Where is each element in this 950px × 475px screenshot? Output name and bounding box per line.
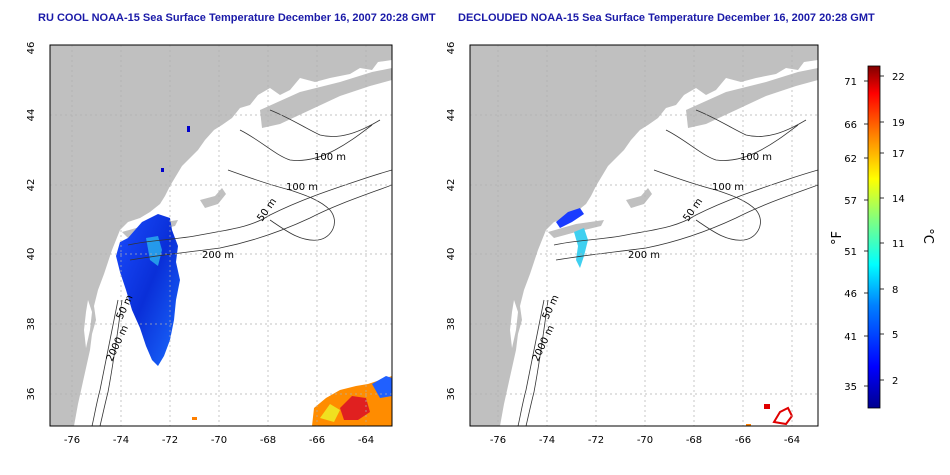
celsius-tick: 5 [892,330,898,341]
celsius-tick: 19 [892,118,905,129]
celsius-tick: 8 [892,285,898,296]
left-panel-title: RU COOL NOAA-15 Sea Surface Temperature … [38,12,436,24]
celsius-tick: 22 [892,72,905,83]
y-axis: 36 38 40 42 44 46 [26,42,37,401]
x-tick-label: -76 [64,435,80,446]
left-map-panel: 100 m 100 m 50 m 200 m 50 m 2000 m -76 -… [26,42,393,446]
x-axis: -76 -74 -72 -70 -68 -66 -64 [490,435,800,446]
sst-speck [161,168,164,172]
sst-red-patch [340,396,370,420]
cape-cod [200,188,226,208]
contour-label-100m: 100 m [286,182,318,193]
sst-cyan-patch [146,236,162,266]
sst-warm-blob [772,406,794,426]
colorbar-ticks [864,75,884,387]
map-frame [469,44,819,427]
colorbar-gradient [867,65,881,409]
x-tick-label: -74 [539,435,555,446]
sst-speck [764,404,770,409]
fahrenheit-tick: 51 [844,247,857,258]
y-tick-label: 36 [26,388,37,401]
fahrenheit-tick: 66 [844,120,857,131]
land-mass [50,45,392,426]
sst-speck [746,424,751,426]
y-axis: 36 38 40 42 44 46 [446,42,457,401]
x-tick-label: -74 [113,435,129,446]
contour-label-200m: 200 m [628,250,660,261]
chesapeake-bay [84,300,92,348]
fahrenheit-tick: 62 [844,154,857,165]
x-tick-label: -64 [358,435,374,446]
sst-cyan-strip [574,228,588,268]
x-tick-label: -66 [735,435,751,446]
y-tick-label: 38 [446,318,457,331]
map-frame [49,44,393,427]
fahrenheit-tick: 46 [844,289,857,300]
celsius-tick: 17 [892,149,905,160]
y-tick-label: 40 [26,248,37,261]
x-tick-label: -70 [637,435,653,446]
cape-cod [626,188,652,208]
x-tick-label: -64 [784,435,800,446]
sst-speck [192,417,197,420]
x-tick-label: -76 [490,435,506,446]
y-tick-label: 44 [26,109,37,122]
y-tick-label: 36 [446,388,457,401]
bathymetry-contours [91,109,392,426]
long-island [548,220,604,238]
celsius-tick: 2 [892,376,898,387]
right-map-panel: 100 m 100 m 50 m 200 m 50 m 2000 m -76 -… [446,42,819,446]
bathymetry-contours [517,109,818,426]
x-tick-label: -72 [588,435,604,446]
sst-speck [187,126,190,132]
nova-scotia [686,68,818,128]
colorbar: 71 66 62 57 51 46 41 35 22 19 17 14 11 8… [830,65,935,409]
y-tick-label: 44 [446,109,457,122]
land-mass [470,45,818,426]
y-tick-label: 46 [446,42,457,55]
celsius-tick: 14 [892,194,905,205]
x-tick-label: -68 [686,435,702,446]
y-tick-label: 46 [26,42,37,55]
sst-blue-strip [556,208,584,228]
fahrenheit-tick: 41 [844,332,857,343]
y-tick-label: 42 [26,179,37,192]
fahrenheit-tick: 35 [844,382,857,393]
fahrenheit-tick: 71 [844,77,857,88]
y-tick-label: 40 [446,248,457,261]
x-tick-label: -70 [211,435,227,446]
x-tick-label: -66 [309,435,325,446]
nova-scotia [260,68,392,128]
contour-label-100m: 100 m [712,182,744,193]
x-axis: -76 -74 -72 -70 -68 -66 -64 [64,435,374,446]
fahrenheit-unit-label: °F [830,231,845,245]
sst-yellow-patch [320,404,340,422]
gridlines [470,45,818,426]
y-tick-label: 38 [26,318,37,331]
sst-blue-edge [372,376,392,398]
gridlines [50,45,392,426]
celsius-unit-label: °C [920,228,935,244]
contour-label-100m: 100 m [314,152,346,163]
right-panel-title: DECLOUDED NOAA-15 Sea Surface Temperatur… [458,12,875,24]
contour-label-100m: 100 m [740,152,772,163]
x-tick-label: -68 [260,435,276,446]
celsius-tick: 11 [892,239,905,250]
x-tick-label: -72 [162,435,178,446]
y-tick-label: 42 [446,179,457,192]
sst-cool-patch [116,214,180,366]
fahrenheit-tick: 57 [844,196,857,207]
contour-label-200m: 200 m [202,250,234,261]
chesapeake-bay [510,300,518,348]
